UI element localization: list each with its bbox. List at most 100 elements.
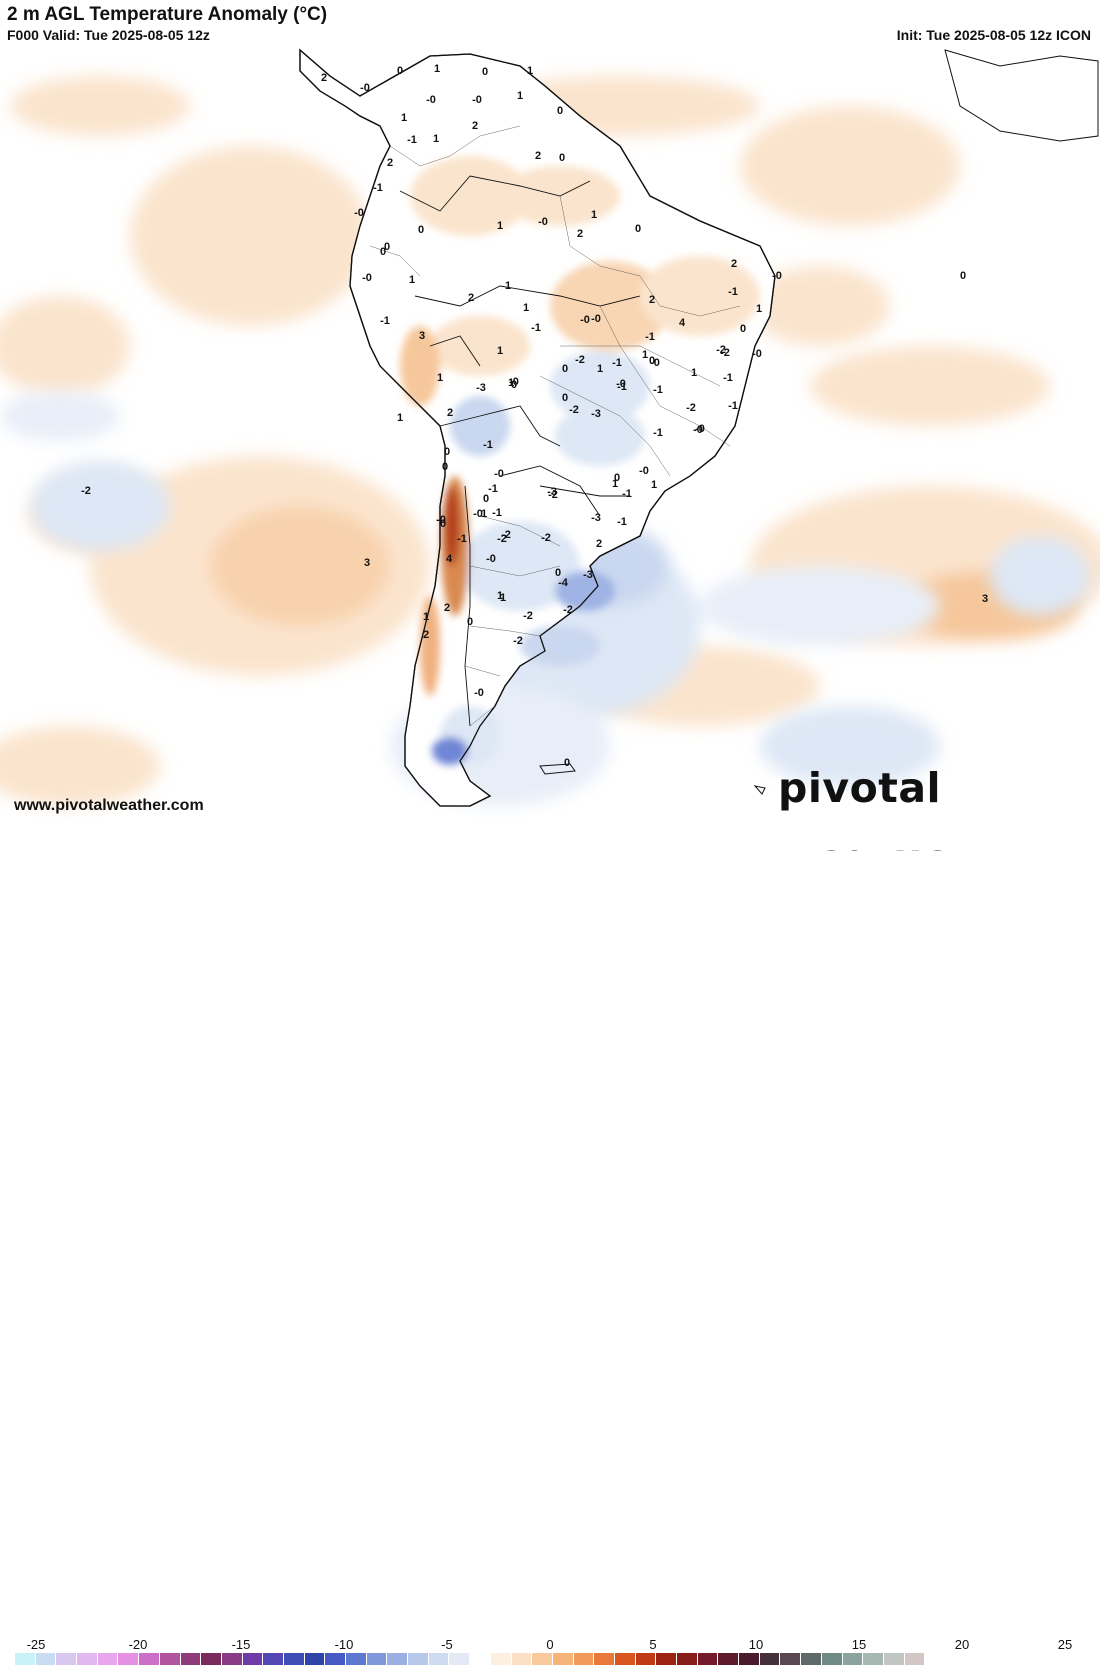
- colorbar-swatch: [56, 1653, 78, 1665]
- anomaly-value-label: 1: [651, 479, 657, 491]
- anomaly-value-label: -2: [569, 404, 579, 416]
- anomaly-value-label: -1: [488, 483, 498, 495]
- colorbar-swatch: [759, 1653, 781, 1665]
- colorbar-swatch: [883, 1653, 905, 1665]
- colorbar-swatch: [15, 1653, 36, 1665]
- anomaly-value-label: 0: [740, 323, 746, 335]
- anomaly-value-label: 1: [497, 590, 503, 602]
- colorbar-swatch: [387, 1653, 409, 1665]
- anomaly-value-label: 1: [597, 363, 603, 375]
- anomaly-value-label: 1: [497, 220, 503, 232]
- valid-time: F000 Valid: Tue 2025-08-05 12z: [7, 27, 210, 43]
- anomaly-value-label: 0: [559, 152, 565, 164]
- anomaly-value-label: 0: [562, 392, 568, 404]
- colorbar-swatch: [739, 1653, 760, 1665]
- anomaly-value-label: 4: [446, 553, 453, 565]
- anomaly-value-label: 2: [649, 294, 655, 306]
- colorbar-swatch: [842, 1653, 864, 1665]
- colorbar-swatch: [242, 1653, 264, 1665]
- anomaly-value-label: -1: [380, 315, 390, 327]
- anomaly-value-label: 0: [444, 446, 450, 458]
- colorbar-tick-label: 25: [1057, 1637, 1073, 1652]
- anomaly-value-label: -2: [541, 532, 551, 544]
- colorbar-swatch: [904, 1653, 926, 1665]
- anomaly-value-label: -1: [728, 286, 738, 298]
- anomaly-value-label: -0: [752, 348, 762, 360]
- anomaly-value-label: 0: [418, 224, 424, 236]
- anomaly-value-label: -1: [723, 372, 733, 384]
- anomaly-value-label: -1: [373, 182, 383, 194]
- anomaly-value-label: 0: [482, 66, 488, 78]
- colorbar-swatch: [470, 1653, 491, 1665]
- anomaly-value-label: -0: [650, 357, 660, 369]
- anomaly-value-label: -2: [548, 489, 558, 501]
- anomaly-value-label: 0: [649, 355, 655, 367]
- anomaly-value-label: -1: [653, 427, 663, 439]
- anomaly-value-label: -2: [523, 610, 533, 622]
- colorbar-swatch: [656, 1653, 677, 1665]
- south-georgia: [753, 785, 766, 795]
- colorbar-swatch: [263, 1653, 284, 1665]
- colorbar-ticks: -25 -20 -15 -10 -5 0 5 10 15 20 25: [0, 1636, 1100, 1652]
- anomaly-value-label: -3: [591, 512, 601, 524]
- anomaly-value-label: 1: [517, 90, 523, 102]
- colorbar-swatches: [15, 1653, 926, 1665]
- anomaly-value-label: -1: [492, 507, 502, 519]
- anomaly-value-label: 0: [511, 379, 517, 391]
- colorbar-swatch: [677, 1653, 698, 1665]
- anomaly-value-label: 0: [467, 616, 473, 628]
- website-url[interactable]: www.pivotalweather.com: [14, 797, 204, 814]
- anomaly-value-label: 2: [321, 72, 327, 84]
- anomaly-value-label: 3: [419, 330, 425, 342]
- anomaly-value-label: 1: [642, 349, 648, 361]
- anomaly-value-label: 1: [397, 412, 403, 424]
- anomaly-value-label: -0: [360, 82, 370, 94]
- colorbar-tick-label: 0: [546, 1637, 554, 1652]
- anomaly-value-label: -0: [354, 207, 364, 219]
- anomaly-value-label: -2: [563, 604, 573, 616]
- anomaly-value-label: -0: [362, 272, 372, 284]
- anomaly-value-label: 0: [960, 270, 966, 282]
- anomaly-value-label: -0: [436, 514, 446, 526]
- anomaly-value-label: 1: [612, 478, 618, 490]
- colorbar-swatch: [346, 1653, 367, 1665]
- colorbar-swatch: [780, 1653, 802, 1665]
- anomaly-value-label: 2: [535, 150, 541, 162]
- anomaly-value-label: -2: [501, 529, 511, 541]
- anomaly-labels: 20 1-00 11-12-0 10-1-00 1 -00210212-001-1-0-0…: [81, 63, 988, 769]
- colorbar-tick-label: -10: [334, 1637, 354, 1652]
- anomaly-value-label: 0: [564, 757, 570, 769]
- anomaly-value-label: -0: [616, 378, 626, 390]
- anomaly-value-label: -2: [575, 354, 585, 366]
- colorbar-swatch: [180, 1653, 202, 1665]
- colorbar-swatch: [821, 1653, 843, 1665]
- anomaly-value-label: -1: [617, 516, 627, 528]
- colorbar: -25 -20 -15 -10 -5 0 5 10 15 20 25: [0, 818, 1100, 1665]
- anomaly-value-label: -0: [538, 216, 548, 228]
- coastline: [299, 48, 776, 807]
- anomaly-value-label: -2: [81, 485, 91, 497]
- anomaly-value-label: -0: [473, 508, 483, 520]
- anomaly-value-label: -4: [558, 577, 569, 589]
- anomaly-value-label: -1: [645, 331, 655, 343]
- anomaly-value-label: 2: [468, 292, 474, 304]
- colorbar-swatch: [614, 1653, 636, 1665]
- anomaly-value-label: -0: [591, 313, 601, 325]
- anomaly-value-label: 1: [756, 303, 762, 315]
- anomaly-value-label: 0: [440, 518, 446, 530]
- anomaly-value-label: -0: [474, 687, 484, 699]
- anomaly-value-label: 2: [387, 157, 393, 169]
- anomaly-value-label: -3: [547, 486, 557, 498]
- anomaly-value-label: -0: [509, 376, 519, 388]
- caribbean-africa-landmass: [944, 49, 1099, 142]
- colorbar-tick-label: 20: [954, 1637, 970, 1652]
- colorbar-swatch: [635, 1653, 657, 1665]
- anomaly-value-label: -0: [693, 424, 703, 436]
- colorbar-swatch: [139, 1653, 160, 1665]
- colorbar-swatch: [552, 1653, 574, 1665]
- anomaly-value-label: 0: [555, 567, 561, 579]
- colorbar-swatch: [97, 1653, 119, 1665]
- colorbar-swatch: [863, 1653, 884, 1665]
- anomaly-value-label: 0: [380, 246, 386, 258]
- anomaly-value-label: -1: [407, 134, 417, 146]
